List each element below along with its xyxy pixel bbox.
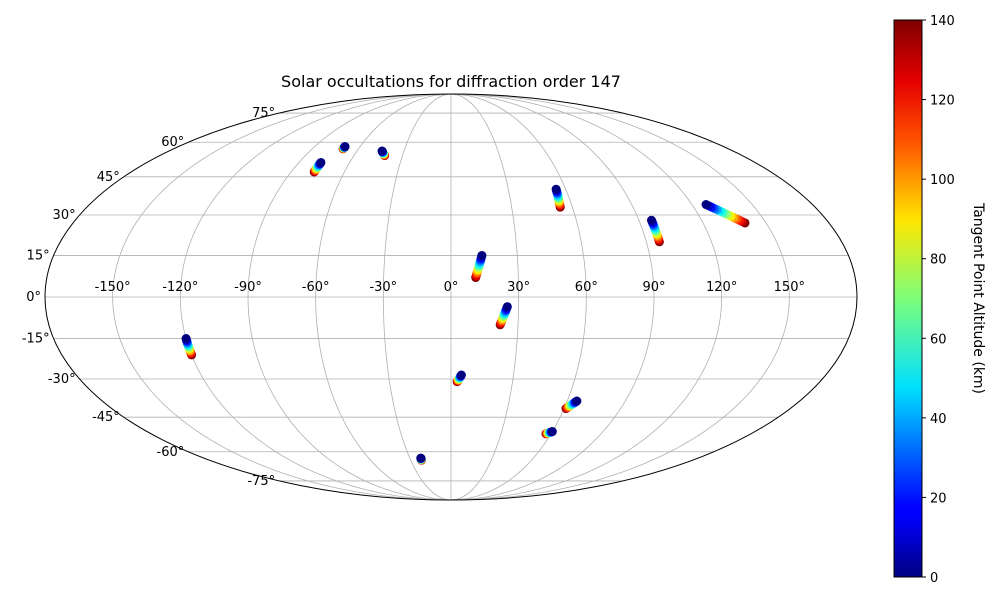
lat-tick-label: 60° [161,135,184,150]
occultation-track [551,184,565,212]
meridian-line [450,94,655,500]
lon-tick-label: 30° [507,280,530,295]
occultation-point [416,453,426,463]
colorbar: 0 20 40 60 80 100 120 140 Tangent Point Altitud… [893,14,986,586]
occultation-track [646,215,664,247]
lon-tick-label: 120° [706,280,737,295]
longitude-tick-labels: -150° -120° -90° -60° -30° 0° 30° 60° 90° 120° 150… [95,280,805,295]
lat-tick-label: -30° [48,372,76,387]
lat-tick-label: -60° [157,445,185,460]
lon-tick-label: -90° [234,280,262,295]
meridian-line [112,94,452,500]
occultation-point [572,396,582,406]
occultation-track [701,200,750,228]
meridian-line [179,94,452,500]
lat-tick-label: -15° [22,332,50,347]
lat-tick-label: 15° [27,248,50,263]
latitude-tick-labels: -75° -60° -45° -30° -15° 0° 15° 30° 45° 60° 75° [22,106,275,489]
meridian-line [315,94,452,500]
occultation-track [309,157,326,177]
chart-title: Solar occultations for diffraction order… [281,72,621,91]
meridian-line [450,94,520,500]
occultation-track [181,334,197,360]
meridian-line [247,94,452,500]
occultation-point [701,200,711,210]
occultation-point [646,215,656,225]
occultation-point [551,184,561,194]
lat-tick-label: 45° [97,170,120,185]
lon-tick-label: -150° [95,280,131,295]
meridian-line [382,94,452,500]
colorbar-tick-label: 20 [930,491,947,506]
lon-tick-label: 150° [774,280,805,295]
occultation-point [547,427,557,437]
colorbar-tick-label: 140 [930,14,955,29]
occultation-point [377,146,387,156]
colorbar-tick-label: 60 [930,332,947,347]
occultation-point [316,157,326,167]
occultation-track [416,453,426,465]
colorbar-label: Tangent Point Altitude (km) [970,202,986,394]
lat-tick-label: -75° [247,474,275,489]
colorbar-ticks: 0 20 40 60 80 100 120 140 [922,14,955,586]
graticule [45,94,857,500]
occultation-track [561,396,582,414]
occultation-points [181,142,750,465]
colorbar-tick-label: 120 [930,94,955,109]
occultation-point [181,334,191,344]
occultation-track [541,427,557,439]
occultation-point [456,370,466,380]
map-boundary [44,93,858,501]
occultation-track [471,250,487,283]
lat-tick-label: -45° [92,410,120,425]
colorbar-tick-label: 0 [930,571,938,586]
lat-tick-label: 30° [53,208,76,223]
lon-tick-label: 0° [444,280,459,295]
colorbar-tick-label: 100 [930,173,955,188]
meridian-line [450,94,587,500]
lon-tick-label: 90° [642,280,665,295]
occultation-track [377,146,390,161]
colorbar-tick-label: 40 [930,412,947,427]
colorbar-tick-label: 80 [930,253,947,268]
lon-tick-label: -30° [369,280,397,295]
occultation-track [495,302,512,330]
lon-tick-label: -60° [302,280,330,295]
occultation-point [477,250,487,260]
lat-tick-label: 75° [252,106,275,121]
occultation-point [502,302,512,312]
occultation-point [340,142,350,152]
lon-tick-label: -120° [162,280,198,295]
meridian-line [450,94,723,500]
meridian-line [450,94,790,500]
occultation-track [452,370,466,387]
occultation-track [338,142,350,154]
lon-tick-label: 60° [575,280,598,295]
lat-tick-label: 0° [26,290,41,305]
colorbar-gradient [893,19,923,578]
